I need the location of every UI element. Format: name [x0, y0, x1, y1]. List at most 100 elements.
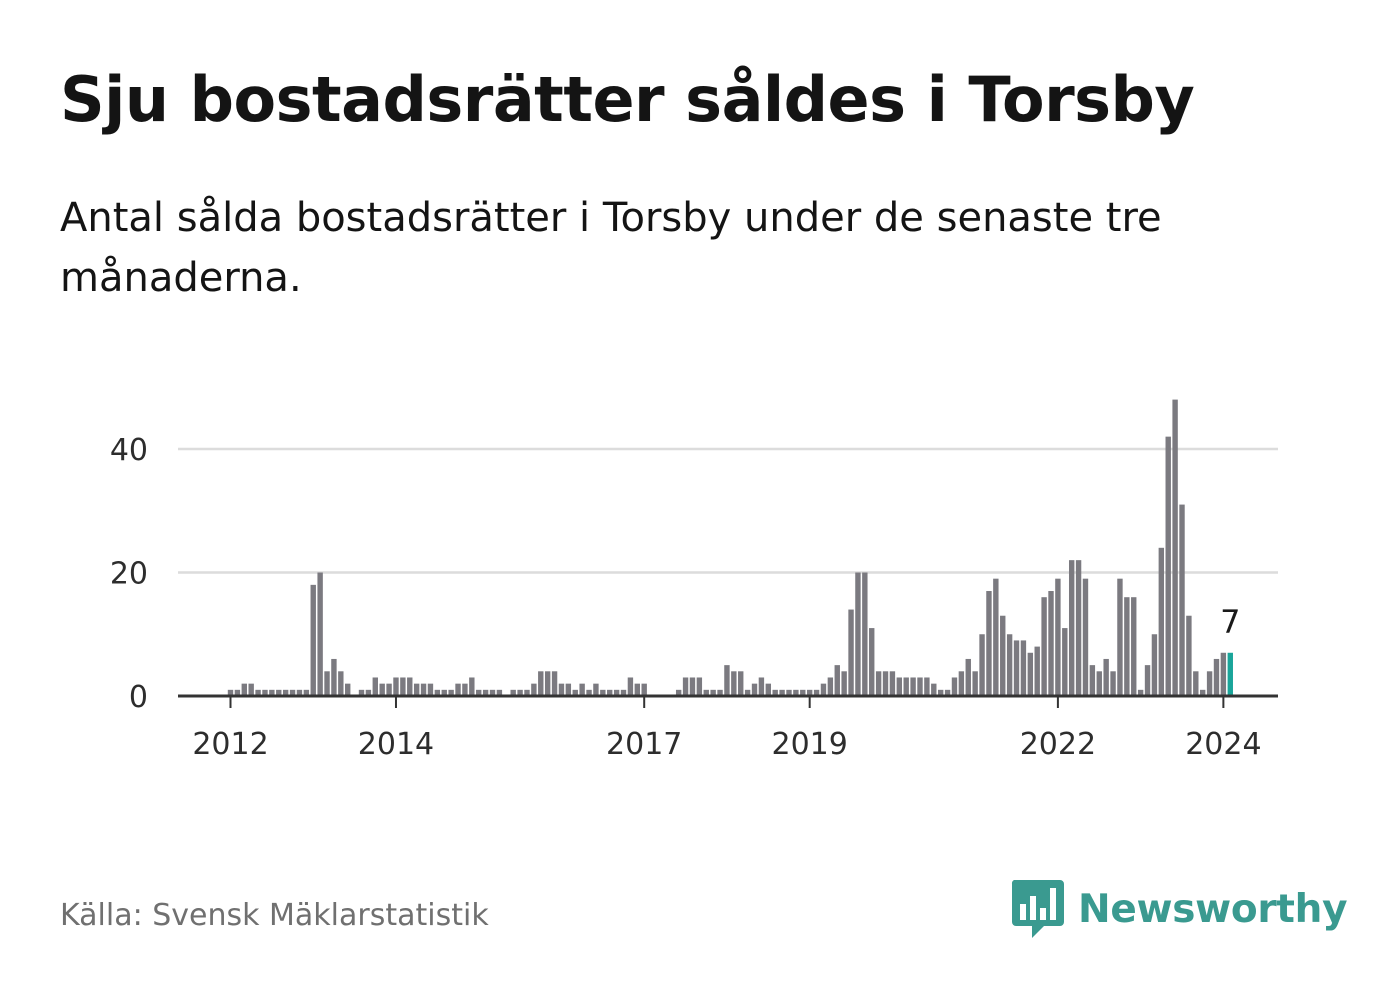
bar — [544, 671, 551, 696]
bar — [779, 689, 785, 696]
bar — [579, 683, 585, 696]
bar — [427, 683, 434, 696]
bar — [303, 689, 310, 696]
bar — [834, 665, 840, 697]
bar — [965, 658, 971, 696]
bar — [793, 689, 799, 696]
bar — [944, 689, 951, 696]
bar — [889, 671, 896, 696]
bar — [786, 689, 792, 696]
bar — [1206, 671, 1213, 696]
y-tick-label: 0 — [129, 680, 148, 715]
bar — [565, 683, 572, 696]
bar — [289, 689, 296, 696]
bar — [1172, 399, 1178, 696]
bar — [1027, 652, 1034, 696]
bar — [510, 689, 516, 696]
bar — [820, 683, 827, 696]
bar — [248, 683, 254, 696]
bar — [841, 671, 847, 696]
bar — [262, 689, 268, 696]
y-tick-label: 40 — [110, 433, 148, 468]
bar — [986, 591, 992, 696]
bar — [710, 689, 716, 696]
bar — [1041, 597, 1047, 696]
bar — [1034, 646, 1040, 696]
bar — [317, 572, 323, 696]
brand-logo[interactable]: Newsworthy — [1010, 878, 1348, 940]
bar — [731, 671, 737, 696]
bar — [358, 689, 365, 696]
bar — [331, 658, 337, 696]
bar — [400, 677, 406, 696]
bar — [896, 677, 903, 696]
bar — [496, 689, 503, 696]
bar — [269, 689, 275, 696]
bar — [1131, 597, 1137, 696]
bar — [855, 572, 861, 696]
labels: 0 20 40 2012 2014 2017 2019 2022 2024 7 — [110, 433, 1262, 762]
y-tick-label: 20 — [110, 557, 148, 592]
bar — [862, 572, 868, 696]
bar — [531, 683, 537, 696]
bar — [903, 677, 909, 696]
bar — [365, 689, 372, 696]
bar — [1193, 671, 1199, 696]
bar — [282, 689, 289, 696]
bar — [689, 677, 696, 696]
bar — [517, 689, 523, 696]
bar — [931, 683, 937, 696]
x-tick-label: 2012 — [192, 727, 268, 762]
bars — [227, 399, 1233, 697]
bar — [1165, 436, 1171, 696]
bar — [524, 689, 530, 696]
bar — [586, 689, 592, 696]
x-tick-label: 2017 — [606, 727, 682, 762]
bar — [372, 677, 378, 696]
bar — [469, 677, 475, 696]
x-tick-label: 2024 — [1185, 727, 1261, 762]
bar — [875, 671, 882, 696]
bar-chart: 0 20 40 2012 2014 2017 2019 2022 2024 7 — [110, 399, 1278, 762]
bar — [482, 689, 489, 696]
bar — [869, 628, 875, 696]
x-tick-label: 2022 — [1020, 727, 1096, 762]
bar — [441, 689, 447, 696]
bar — [627, 677, 634, 696]
bar — [1103, 658, 1109, 696]
bar — [882, 671, 889, 696]
bar — [744, 689, 751, 696]
bar — [1075, 560, 1082, 696]
bar — [848, 609, 854, 696]
bar — [234, 689, 241, 696]
bar — [675, 689, 682, 696]
bar — [538, 671, 544, 696]
bar — [1179, 504, 1185, 696]
bar — [393, 677, 399, 696]
bar — [1144, 665, 1151, 697]
bar — [255, 689, 261, 696]
bar — [1096, 671, 1102, 696]
bar — [296, 689, 303, 696]
bar — [379, 683, 385, 696]
gridlines — [178, 447, 1278, 574]
bar — [572, 689, 578, 696]
bar — [972, 671, 978, 696]
chart-title: Sju bostadsrätter såldes i Torsby — [60, 63, 1195, 136]
bar — [924, 677, 930, 696]
bar — [772, 689, 778, 696]
bar — [338, 671, 344, 696]
bar-latest — [1227, 652, 1233, 696]
bar — [703, 689, 709, 696]
brand-name: Newsworthy — [1078, 886, 1348, 932]
bar — [910, 677, 916, 696]
chart-subtitle: Antal sålda bostadsrätter i Torsby under… — [60, 195, 1162, 301]
bar — [724, 665, 730, 697]
bar — [593, 683, 599, 696]
bar — [1124, 597, 1130, 696]
bar — [1158, 547, 1165, 696]
bar — [324, 671, 330, 696]
bar — [345, 683, 351, 696]
bar — [1213, 658, 1220, 696]
bar — [1199, 689, 1206, 696]
